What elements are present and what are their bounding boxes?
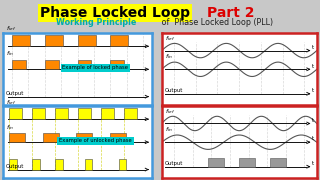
Text: Working Principle: Working Principle <box>56 18 136 27</box>
Bar <box>9 133 25 142</box>
Text: $f_{ref}$: $f_{ref}$ <box>6 98 17 107</box>
Text: t: t <box>312 118 314 123</box>
Bar <box>45 60 59 69</box>
Bar <box>101 108 114 119</box>
Bar <box>118 159 126 170</box>
Text: Output: Output <box>165 161 183 166</box>
Text: Phase Locked Loop: Phase Locked Loop <box>40 6 190 20</box>
Bar <box>78 60 91 69</box>
Text: $f_{in}$: $f_{in}$ <box>165 53 172 61</box>
Text: t: t <box>312 64 314 69</box>
Bar <box>124 108 137 119</box>
Bar <box>32 108 45 119</box>
Bar <box>110 35 128 46</box>
Text: Part 2: Part 2 <box>207 6 254 20</box>
Text: Example of locked phase: Example of locked phase <box>62 65 128 70</box>
Text: of  Phase Locked Loop (PLL): of Phase Locked Loop (PLL) <box>159 18 273 27</box>
Text: $f_{ref}$: $f_{ref}$ <box>165 34 175 43</box>
Bar <box>76 133 92 142</box>
Bar <box>78 108 91 119</box>
Bar <box>55 108 68 119</box>
Text: Output: Output <box>165 88 183 93</box>
Bar <box>109 133 126 142</box>
Text: Example of unlocked phase: Example of unlocked phase <box>59 138 132 143</box>
Bar <box>85 159 92 170</box>
Text: Output: Output <box>6 164 25 169</box>
Text: $f_{ref}$: $f_{ref}$ <box>165 107 175 116</box>
Text: $f_{in}$: $f_{in}$ <box>6 50 14 59</box>
Text: $f_{in}$: $f_{in}$ <box>6 123 14 132</box>
Bar <box>110 60 124 69</box>
Bar <box>45 35 63 46</box>
Text: t: t <box>312 45 314 50</box>
Bar <box>239 158 255 167</box>
Bar <box>12 35 30 46</box>
Text: t: t <box>312 161 314 166</box>
Bar <box>32 159 40 170</box>
Bar <box>12 60 26 69</box>
Text: t: t <box>312 136 314 141</box>
Bar <box>270 158 286 167</box>
Bar <box>55 159 63 170</box>
Bar <box>9 159 17 170</box>
Bar <box>43 133 59 142</box>
Text: $f_{in}$: $f_{in}$ <box>165 125 172 134</box>
Bar <box>208 158 224 167</box>
Text: Output: Output <box>6 91 25 96</box>
Bar <box>78 35 96 46</box>
Text: t: t <box>312 88 314 93</box>
Text: $f_{ref}$: $f_{ref}$ <box>6 24 17 33</box>
Bar <box>9 108 22 119</box>
